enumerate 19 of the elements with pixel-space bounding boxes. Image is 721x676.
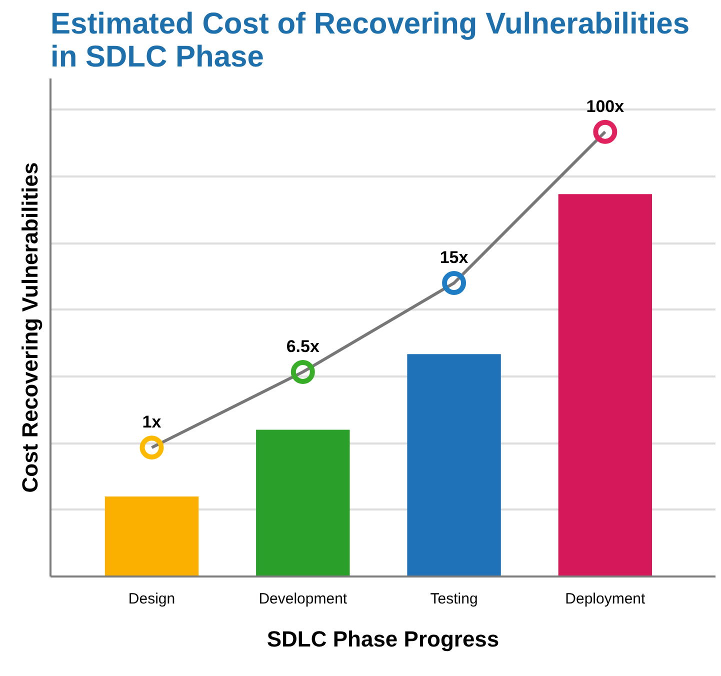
annotation: 1x	[142, 412, 162, 432]
bar	[104, 496, 199, 576]
annotation: 15x	[440, 248, 469, 268]
point	[290, 360, 315, 384]
point	[442, 271, 466, 296]
bar	[407, 354, 501, 576]
annotation: 100x	[586, 96, 625, 116]
point	[140, 436, 164, 460]
point	[593, 120, 618, 144]
annotation: 6.5x	[286, 336, 320, 356]
x-axis-title: SDLC Phase Progress	[266, 626, 500, 652]
bar	[558, 194, 652, 576]
x-tick-label: Design	[128, 590, 176, 608]
y-axis-title: Cost Recovering Vulnerabilities	[18, 162, 42, 493]
x-tick-label: Development	[258, 590, 348, 608]
bar	[256, 430, 350, 576]
x-tick-label: Testing	[430, 590, 478, 608]
chart-title: Estimated Cost of Recovering Vulnerabilities in SDLC Phase	[50, 8, 690, 74]
x-tick-label: Deployment	[565, 590, 646, 608]
